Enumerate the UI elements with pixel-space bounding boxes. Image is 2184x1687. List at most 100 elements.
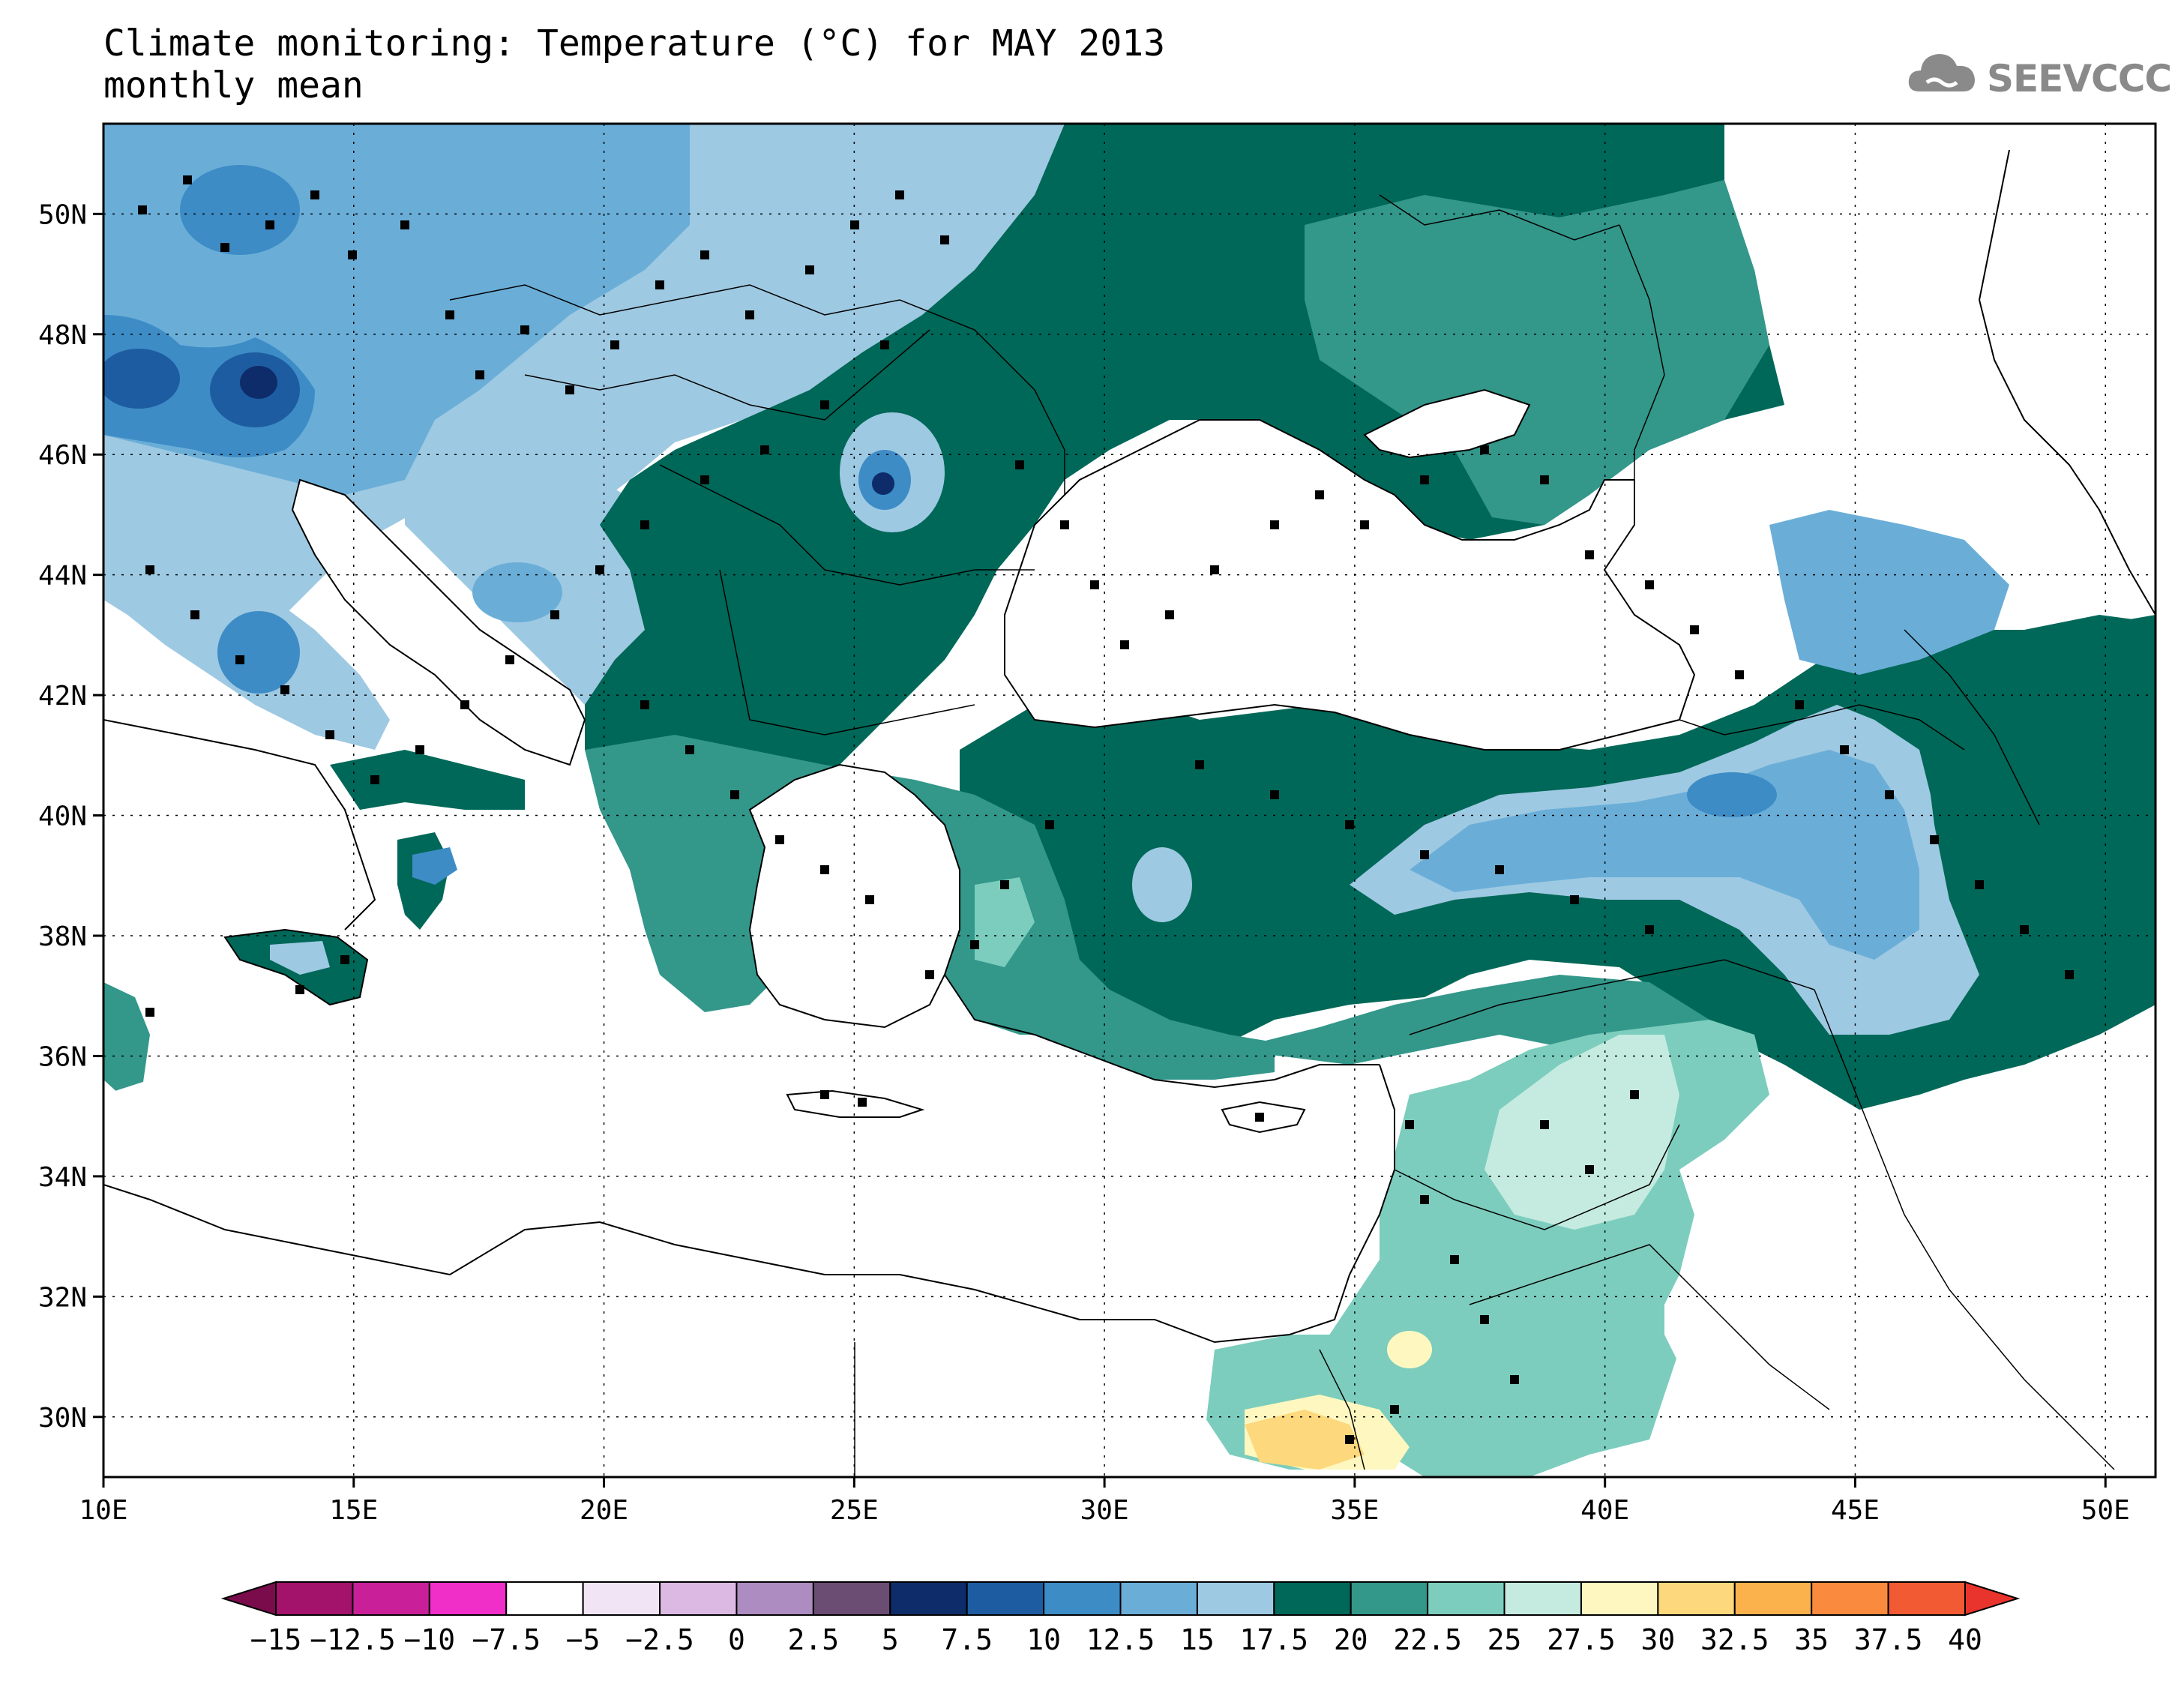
station-marker	[1315, 490, 1324, 499]
lon-tick-label: 40E	[1580, 1495, 1629, 1526]
colorbar-label: 7.5	[941, 1623, 993, 1656]
colorbar-label: 40	[1948, 1623, 1982, 1656]
colorbar-label: 22.5	[1393, 1623, 1462, 1656]
colorbar-label: 37.5	[1854, 1623, 1923, 1656]
colorbar-label: −10	[403, 1623, 455, 1656]
station-marker	[235, 655, 244, 664]
station-marker	[1840, 745, 1849, 754]
station-marker	[1060, 520, 1069, 529]
station-marker	[310, 190, 319, 199]
cloud-icon	[1908, 54, 1975, 91]
colorbar-swatch	[966, 1581, 1045, 1616]
colorbar: −15 −12.5 −10 −7.5 −5 −2.5 0 2.5 5 7.5 10 12.5 15 17.…	[220, 1581, 2021, 1656]
station-marker	[610, 340, 619, 349]
station-marker	[1270, 520, 1279, 529]
colorbar-swatch	[505, 1581, 584, 1616]
station-marker	[325, 730, 334, 739]
colorbar-label: −5	[566, 1623, 601, 1656]
station-marker	[925, 970, 934, 979]
colorbar-swatch	[275, 1581, 354, 1616]
seevccc-logo: SEEVCCC	[1904, 45, 2172, 112]
lon-tick-label: 20E	[580, 1495, 628, 1526]
lon-tick-label: 15E	[329, 1495, 378, 1526]
logo-text: SEEVCCC	[1987, 57, 2172, 100]
station-marker	[1645, 580, 1654, 589]
adriatic-sea	[292, 480, 585, 765]
station-marker	[295, 985, 304, 994]
station-marker	[145, 565, 154, 574]
north-africa-land	[103, 1185, 1215, 1477]
station-marker	[730, 790, 739, 799]
station-marker	[1090, 580, 1099, 589]
coast-caspian	[1978, 149, 2156, 616]
country-borders	[449, 194, 2115, 1477]
lon-tick-label: 45E	[1831, 1495, 1880, 1526]
station-marker	[1345, 1435, 1354, 1444]
lon-tick-label: 50E	[2081, 1495, 2130, 1526]
station-marker	[145, 1008, 154, 1017]
station-marker	[1540, 1120, 1549, 1129]
border-12	[1469, 1244, 1830, 1410]
border-1	[449, 284, 975, 331]
temperature-field	[103, 124, 2156, 1477]
colorbar-swatch	[428, 1581, 508, 1616]
station-marker	[775, 835, 784, 844]
colorbar-label: −12.5	[310, 1623, 395, 1656]
station-marker	[1270, 790, 1279, 799]
station-marker	[820, 1090, 829, 1099]
station-marker	[700, 250, 709, 259]
station-marker	[760, 445, 769, 454]
station-marker	[1000, 880, 1009, 889]
border-9	[1409, 959, 1815, 1035]
colorbar-swatch	[889, 1581, 968, 1616]
station-marker	[895, 190, 904, 199]
border-2	[524, 329, 930, 421]
hottest-zone-sinai	[1245, 1410, 1365, 1470]
station-marker	[595, 565, 604, 574]
coast-anatolia-south	[944, 974, 1380, 1089]
lat-tick-label: 44N	[38, 561, 87, 592]
station-marker	[1360, 520, 1369, 529]
lat-tick-label: 30N	[38, 1403, 87, 1434]
colorbar-swatch	[1657, 1581, 1736, 1616]
station-marker	[565, 385, 574, 394]
hot-spot-jordan-valley	[1387, 1331, 1432, 1368]
lat-tick-label: 38N	[38, 921, 87, 952]
station-marker	[1480, 1315, 1489, 1324]
station-marker	[1165, 610, 1174, 619]
border-5	[974, 329, 1065, 495]
station-marker	[1405, 1120, 1414, 1129]
colorbar-swatch	[659, 1581, 738, 1616]
colorbar-swatch	[1043, 1581, 1122, 1616]
cold-core-balkans	[472, 562, 562, 622]
station-marker	[655, 280, 664, 289]
colorbar-swatch	[735, 1581, 814, 1616]
station-marker	[265, 220, 274, 229]
cold-core-alps-center	[240, 366, 277, 399]
lat-tick-label: 34N	[38, 1162, 87, 1193]
station-marker	[858, 1098, 867, 1107]
lat-tick-label: 50N	[38, 199, 87, 230]
station-marker	[880, 340, 889, 349]
border-13	[1319, 1349, 1365, 1470]
station-marker	[280, 685, 289, 694]
colorbar-swatch	[1119, 1581, 1198, 1616]
lon-tick-label: 10E	[79, 1495, 127, 1526]
station-marker	[640, 520, 649, 529]
colorbar-label: −2.5	[625, 1623, 694, 1656]
coast-aegean	[748, 763, 960, 1029]
colorbar-swatch	[1273, 1581, 1352, 1616]
colorbar-label: −7.5	[472, 1623, 541, 1656]
colorbar-label: 20	[1334, 1623, 1368, 1656]
colorbar-label: 10	[1026, 1623, 1061, 1656]
station-marker	[370, 775, 379, 784]
station-marker	[1210, 565, 1219, 574]
station-marker	[348, 250, 357, 259]
cool-spot-central-anatolia	[1132, 847, 1192, 922]
colorbar-swatch	[812, 1581, 891, 1616]
cold-core-eastern-anatolia	[1687, 772, 1777, 817]
station-marker	[700, 475, 709, 484]
lon-tick-label: 30E	[1080, 1495, 1129, 1526]
colorbar-label: 15	[1180, 1623, 1215, 1656]
border-10	[1814, 989, 2115, 1470]
